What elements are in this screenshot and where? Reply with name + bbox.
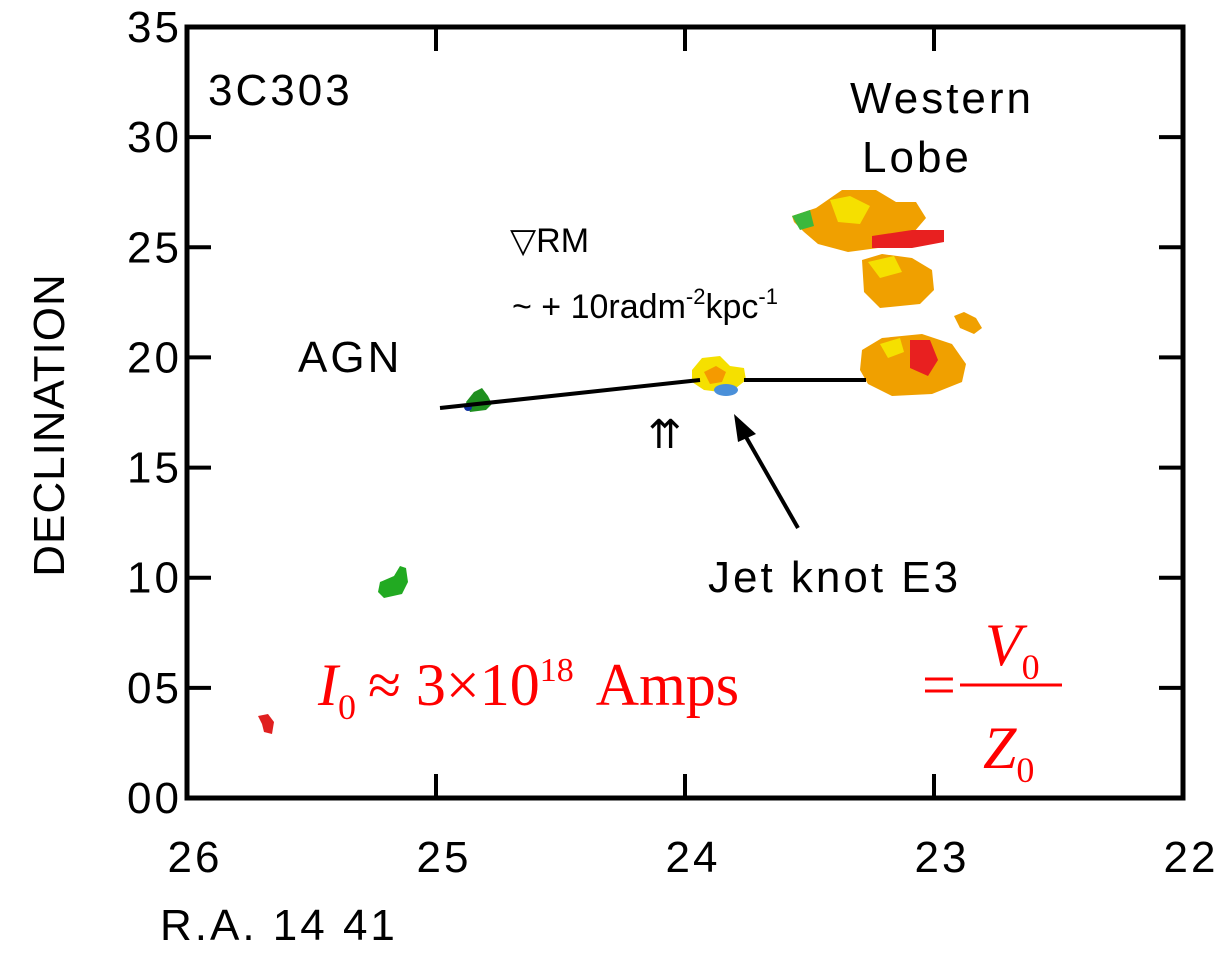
y-tick-label: 35 — [127, 3, 182, 52]
y-tick-label: 10 — [127, 554, 182, 603]
rm-text: ~ + 10radm — [512, 288, 686, 326]
chart: 26252423220005101520253035 3C303 Western… — [0, 0, 1229, 956]
rm-text: kpc — [705, 288, 758, 326]
unit: Amps — [596, 652, 739, 718]
y-tick-label: 00 — [127, 774, 182, 823]
equals: = — [922, 652, 956, 718]
y-tick-label: 25 — [127, 223, 182, 272]
x-tick-label: 25 — [417, 833, 472, 882]
x-tick-label: 24 — [666, 833, 721, 882]
x-tick-label: 26 — [168, 833, 223, 882]
rm-value: ~ + 10radm-2kpc-1 — [512, 284, 778, 326]
knot-label: Jet knot E3 — [708, 553, 961, 602]
y-tick-label: 20 — [127, 333, 182, 382]
symbol: Z — [983, 715, 1017, 781]
exponent: 18 — [540, 652, 574, 689]
arrow-head — [734, 414, 756, 442]
subscript: 0 — [1022, 647, 1040, 687]
denominator: Z0 — [983, 715, 1034, 790]
arrows-label: ⇈ — [648, 413, 682, 457]
lobe-label: Western — [850, 74, 1034, 123]
x-tick-label: 22 — [1164, 833, 1219, 882]
agn-label: AGN — [298, 333, 402, 382]
formula-text: ≈ 3×10 — [368, 652, 540, 718]
x-axis-label: R.A. 14 41 — [160, 901, 398, 950]
y-tick-label: 05 — [127, 664, 182, 713]
y-tick-label: 30 — [127, 113, 182, 162]
source-label: 3C303 — [208, 66, 353, 115]
y-axis-label: DECLINATION — [25, 273, 74, 577]
x-tick-label: 23 — [915, 833, 970, 882]
lobe-label: Lobe — [862, 133, 972, 182]
rm-exp: -2 — [686, 284, 706, 309]
numerator: V0 — [985, 612, 1040, 687]
subscript: 0 — [1016, 750, 1034, 790]
rm-label: ▽RM — [510, 222, 589, 260]
rm-exp: -1 — [758, 284, 778, 309]
y-tick-label: 15 — [127, 444, 182, 493]
subscript: 0 — [338, 687, 356, 727]
